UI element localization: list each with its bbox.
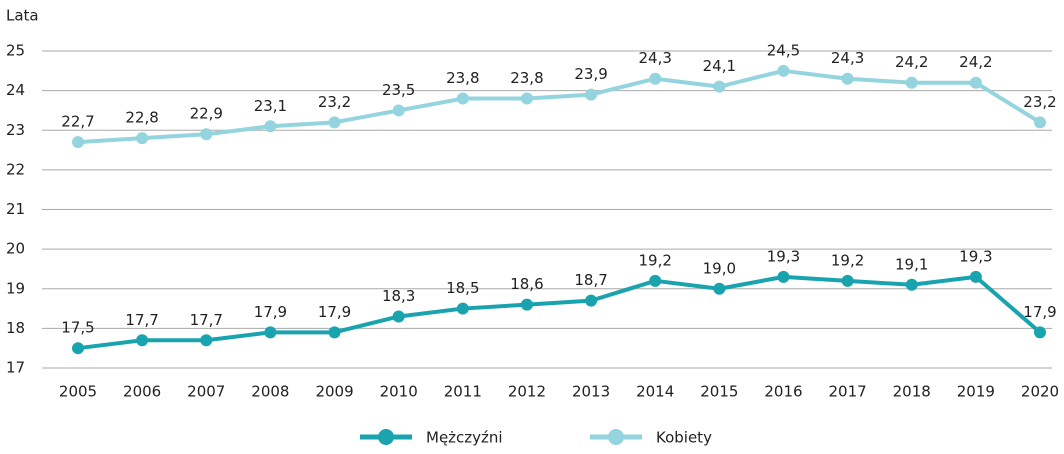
x-tick-label: 2014 (636, 383, 674, 401)
x-tick-label: 2006 (123, 383, 161, 401)
data-label: 17,7 (190, 311, 223, 329)
x-tick-label: 2009 (315, 383, 353, 401)
data-label: 24,3 (638, 49, 671, 67)
legend-label: Kobiety (656, 429, 712, 447)
x-tick-label: 2008 (251, 383, 289, 401)
point (841, 72, 854, 85)
legend-marker (608, 429, 624, 445)
data-label: 19,2 (638, 251, 671, 269)
data-label: 19,3 (959, 247, 992, 265)
point (713, 282, 726, 295)
data-label: 18,5 (446, 279, 479, 297)
point (72, 342, 84, 355)
y-tick-label: 22 (6, 160, 25, 178)
data-label: 17,9 (318, 303, 351, 321)
point (841, 274, 854, 287)
data-label: 23,1 (254, 97, 287, 115)
point (649, 72, 662, 85)
x-tick-label: 2007 (187, 383, 225, 401)
point (520, 298, 533, 311)
x-tick-label: 2005 (59, 383, 97, 401)
point (969, 76, 982, 89)
point (649, 274, 662, 287)
y-tick-label: 21 (6, 200, 25, 218)
point (328, 116, 341, 129)
y-axis-label: Lata (6, 7, 39, 25)
point (456, 302, 469, 315)
x-tick-label: 2018 (893, 383, 931, 401)
point (136, 334, 149, 347)
data-label: 19,3 (767, 247, 800, 265)
y-tick-label: 18 (6, 319, 25, 337)
point (328, 326, 341, 339)
point (905, 76, 918, 89)
legend-label: Mężczyźni (426, 429, 503, 447)
data-label: 17,5 (61, 319, 94, 337)
data-label: 24,2 (895, 53, 928, 71)
point (72, 136, 84, 149)
x-tick-label: 2019 (957, 383, 995, 401)
point (777, 270, 790, 283)
data-label: 24,1 (703, 57, 736, 75)
point (200, 128, 213, 141)
x-tick-label: 2016 (764, 383, 802, 401)
data-label: 18,7 (574, 271, 607, 289)
data-label: 18,3 (382, 287, 415, 305)
y-tick-label: 24 (6, 81, 25, 99)
y-tick-label: 23 (6, 121, 25, 139)
data-label: 19,2 (831, 251, 864, 269)
point (392, 310, 405, 323)
data-label: 17,9 (254, 303, 287, 321)
point (905, 278, 918, 291)
data-label: 24,3 (831, 49, 864, 67)
data-label: 23,5 (382, 81, 415, 99)
x-tick-label: 2013 (572, 383, 610, 401)
point (264, 120, 277, 133)
data-label: 23,8 (446, 69, 479, 87)
point (1034, 326, 1046, 339)
data-label: 19,1 (895, 255, 928, 273)
series-line (77, 68, 1042, 145)
point (969, 270, 982, 283)
x-tick-label: 2017 (829, 383, 867, 401)
point (392, 104, 405, 117)
point (1034, 116, 1046, 129)
data-label: 24,2 (959, 53, 992, 71)
y-tick-label: 17 (6, 359, 25, 377)
data-label: 23,2 (1023, 93, 1056, 111)
y-tick-label: 25 (6, 42, 25, 60)
y-tick-label: 20 (6, 240, 25, 258)
data-label: 22,7 (61, 113, 94, 131)
data-label: 22,8 (125, 109, 158, 127)
data-label: 22,9 (190, 105, 223, 123)
legend-marker (378, 429, 394, 445)
point (520, 92, 533, 105)
data-label: 23,9 (574, 65, 607, 83)
x-tick-label: 2012 (508, 383, 546, 401)
point (585, 294, 598, 307)
data-label: 19,0 (703, 259, 736, 277)
point (136, 132, 149, 145)
x-tick-label: 2015 (700, 383, 738, 401)
point (264, 326, 277, 339)
point (200, 334, 213, 347)
data-label: 23,2 (318, 93, 351, 111)
point (777, 64, 790, 77)
x-tick-label: 2011 (444, 383, 482, 401)
y-tick-label: 19 (6, 279, 25, 297)
data-label: 17,7 (125, 311, 158, 329)
x-tick-label: 2010 (380, 383, 418, 401)
point (713, 80, 726, 93)
data-label: 17,9 (1023, 303, 1056, 321)
data-label: 18,6 (510, 275, 543, 293)
data-label: 23,8 (510, 69, 543, 87)
x-tick-label: 2020 (1021, 383, 1059, 401)
series-line (77, 274, 1042, 351)
point (585, 88, 598, 101)
data-label: 24,5 (767, 41, 800, 59)
point (456, 92, 469, 105)
